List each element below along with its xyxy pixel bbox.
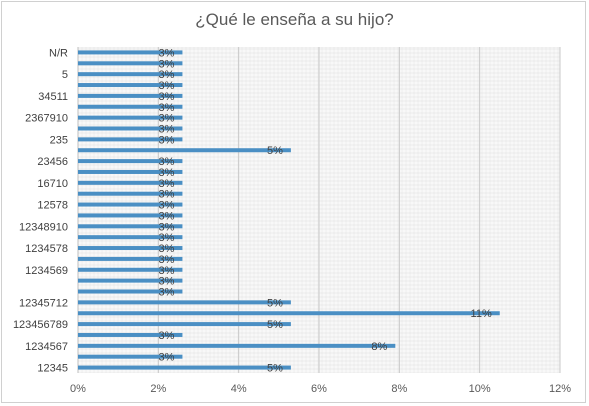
bar xyxy=(78,191,183,196)
data-label: 3% xyxy=(159,221,175,233)
bar xyxy=(78,278,183,283)
bar xyxy=(78,256,183,261)
bar xyxy=(78,289,183,294)
bar xyxy=(78,332,183,337)
data-label: 3% xyxy=(159,232,175,244)
y-tick-label: N/R xyxy=(49,47,68,59)
data-label: 3% xyxy=(159,243,175,255)
data-label: 3% xyxy=(159,200,175,212)
data-label: 3% xyxy=(159,58,175,70)
data-label: 3% xyxy=(159,124,175,136)
x-tick-label: 0% xyxy=(70,383,86,395)
data-label: 3% xyxy=(159,156,175,168)
data-label: 3% xyxy=(159,254,175,266)
y-tick-label: 12345 xyxy=(37,363,68,375)
data-label: 3% xyxy=(159,102,175,114)
bar xyxy=(78,50,183,55)
bar xyxy=(78,267,183,272)
y-tick-label: 5 xyxy=(62,69,68,81)
data-label: 3% xyxy=(159,210,175,222)
bar xyxy=(78,93,183,98)
bar xyxy=(78,246,183,251)
bar xyxy=(78,126,183,131)
bar xyxy=(78,224,183,229)
data-label: 8% xyxy=(371,341,387,353)
bar xyxy=(78,180,183,185)
x-tick-label: 10% xyxy=(469,383,491,395)
x-tick-label: 12% xyxy=(549,383,571,395)
y-tick-label: 235 xyxy=(50,134,68,146)
data-label: 3% xyxy=(159,265,175,277)
y-tick-label: 23456 xyxy=(37,156,68,168)
data-label: 5% xyxy=(267,319,283,331)
y-tick-label: 1234578 xyxy=(25,243,68,255)
y-tick-label: 1234567 xyxy=(25,341,68,353)
bar xyxy=(78,169,183,174)
y-tick-label: 123456789 xyxy=(13,319,68,331)
bar xyxy=(78,115,183,120)
bar xyxy=(78,83,183,88)
bar xyxy=(78,322,291,327)
data-label: 3% xyxy=(159,276,175,288)
data-label: 3% xyxy=(159,69,175,81)
bar xyxy=(78,159,183,164)
bar xyxy=(78,148,291,153)
data-label: 3% xyxy=(159,330,175,342)
bar xyxy=(78,365,291,370)
y-tick-label: 12578 xyxy=(37,200,68,212)
bar xyxy=(78,213,183,218)
data-label: 3% xyxy=(159,91,175,103)
x-tick-label: 4% xyxy=(231,383,247,395)
data-label: 3% xyxy=(159,189,175,201)
y-tick-label: 16710 xyxy=(37,178,68,190)
y-tick-label: 2367910 xyxy=(25,113,68,125)
bar xyxy=(78,104,183,109)
data-label: 11% xyxy=(471,308,492,320)
data-label: 5% xyxy=(267,145,283,157)
bar xyxy=(78,311,500,316)
bar xyxy=(78,72,183,77)
data-label: 3% xyxy=(159,178,175,190)
data-label: 5% xyxy=(267,363,283,375)
bar xyxy=(78,300,291,305)
bar xyxy=(78,137,183,142)
y-tick-label: 12345712 xyxy=(19,297,68,309)
x-tick-label: 8% xyxy=(391,383,407,395)
bar xyxy=(78,343,396,348)
data-label: 3% xyxy=(159,167,175,179)
x-tick-label: 6% xyxy=(311,383,327,395)
chart-title: ¿Qué le enseña a su hijo? xyxy=(195,10,394,29)
data-label: 3% xyxy=(159,47,175,59)
bar xyxy=(78,202,183,207)
data-label: 5% xyxy=(267,297,283,309)
data-label: 3% xyxy=(159,80,175,92)
y-tick-label: 34511 xyxy=(38,91,68,103)
x-tick-label: 2% xyxy=(150,383,166,395)
data-label: 3% xyxy=(159,134,175,146)
data-label: 3% xyxy=(159,287,175,299)
data-label: 3% xyxy=(159,113,175,125)
bar xyxy=(78,354,183,359)
y-tick-label: 12348910 xyxy=(19,221,68,233)
y-tick-label: 1234569 xyxy=(25,265,68,277)
bar xyxy=(78,61,183,66)
data-label: 3% xyxy=(159,352,175,364)
bar xyxy=(78,235,183,240)
